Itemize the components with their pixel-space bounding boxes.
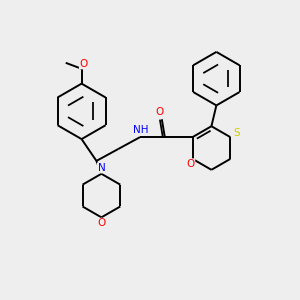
Text: S: S [233,128,240,138]
Text: O: O [80,59,88,69]
Text: O: O [186,159,195,169]
Text: O: O [97,218,106,228]
Text: O: O [156,107,164,117]
Text: N: N [98,163,105,173]
Text: NH: NH [133,125,149,135]
